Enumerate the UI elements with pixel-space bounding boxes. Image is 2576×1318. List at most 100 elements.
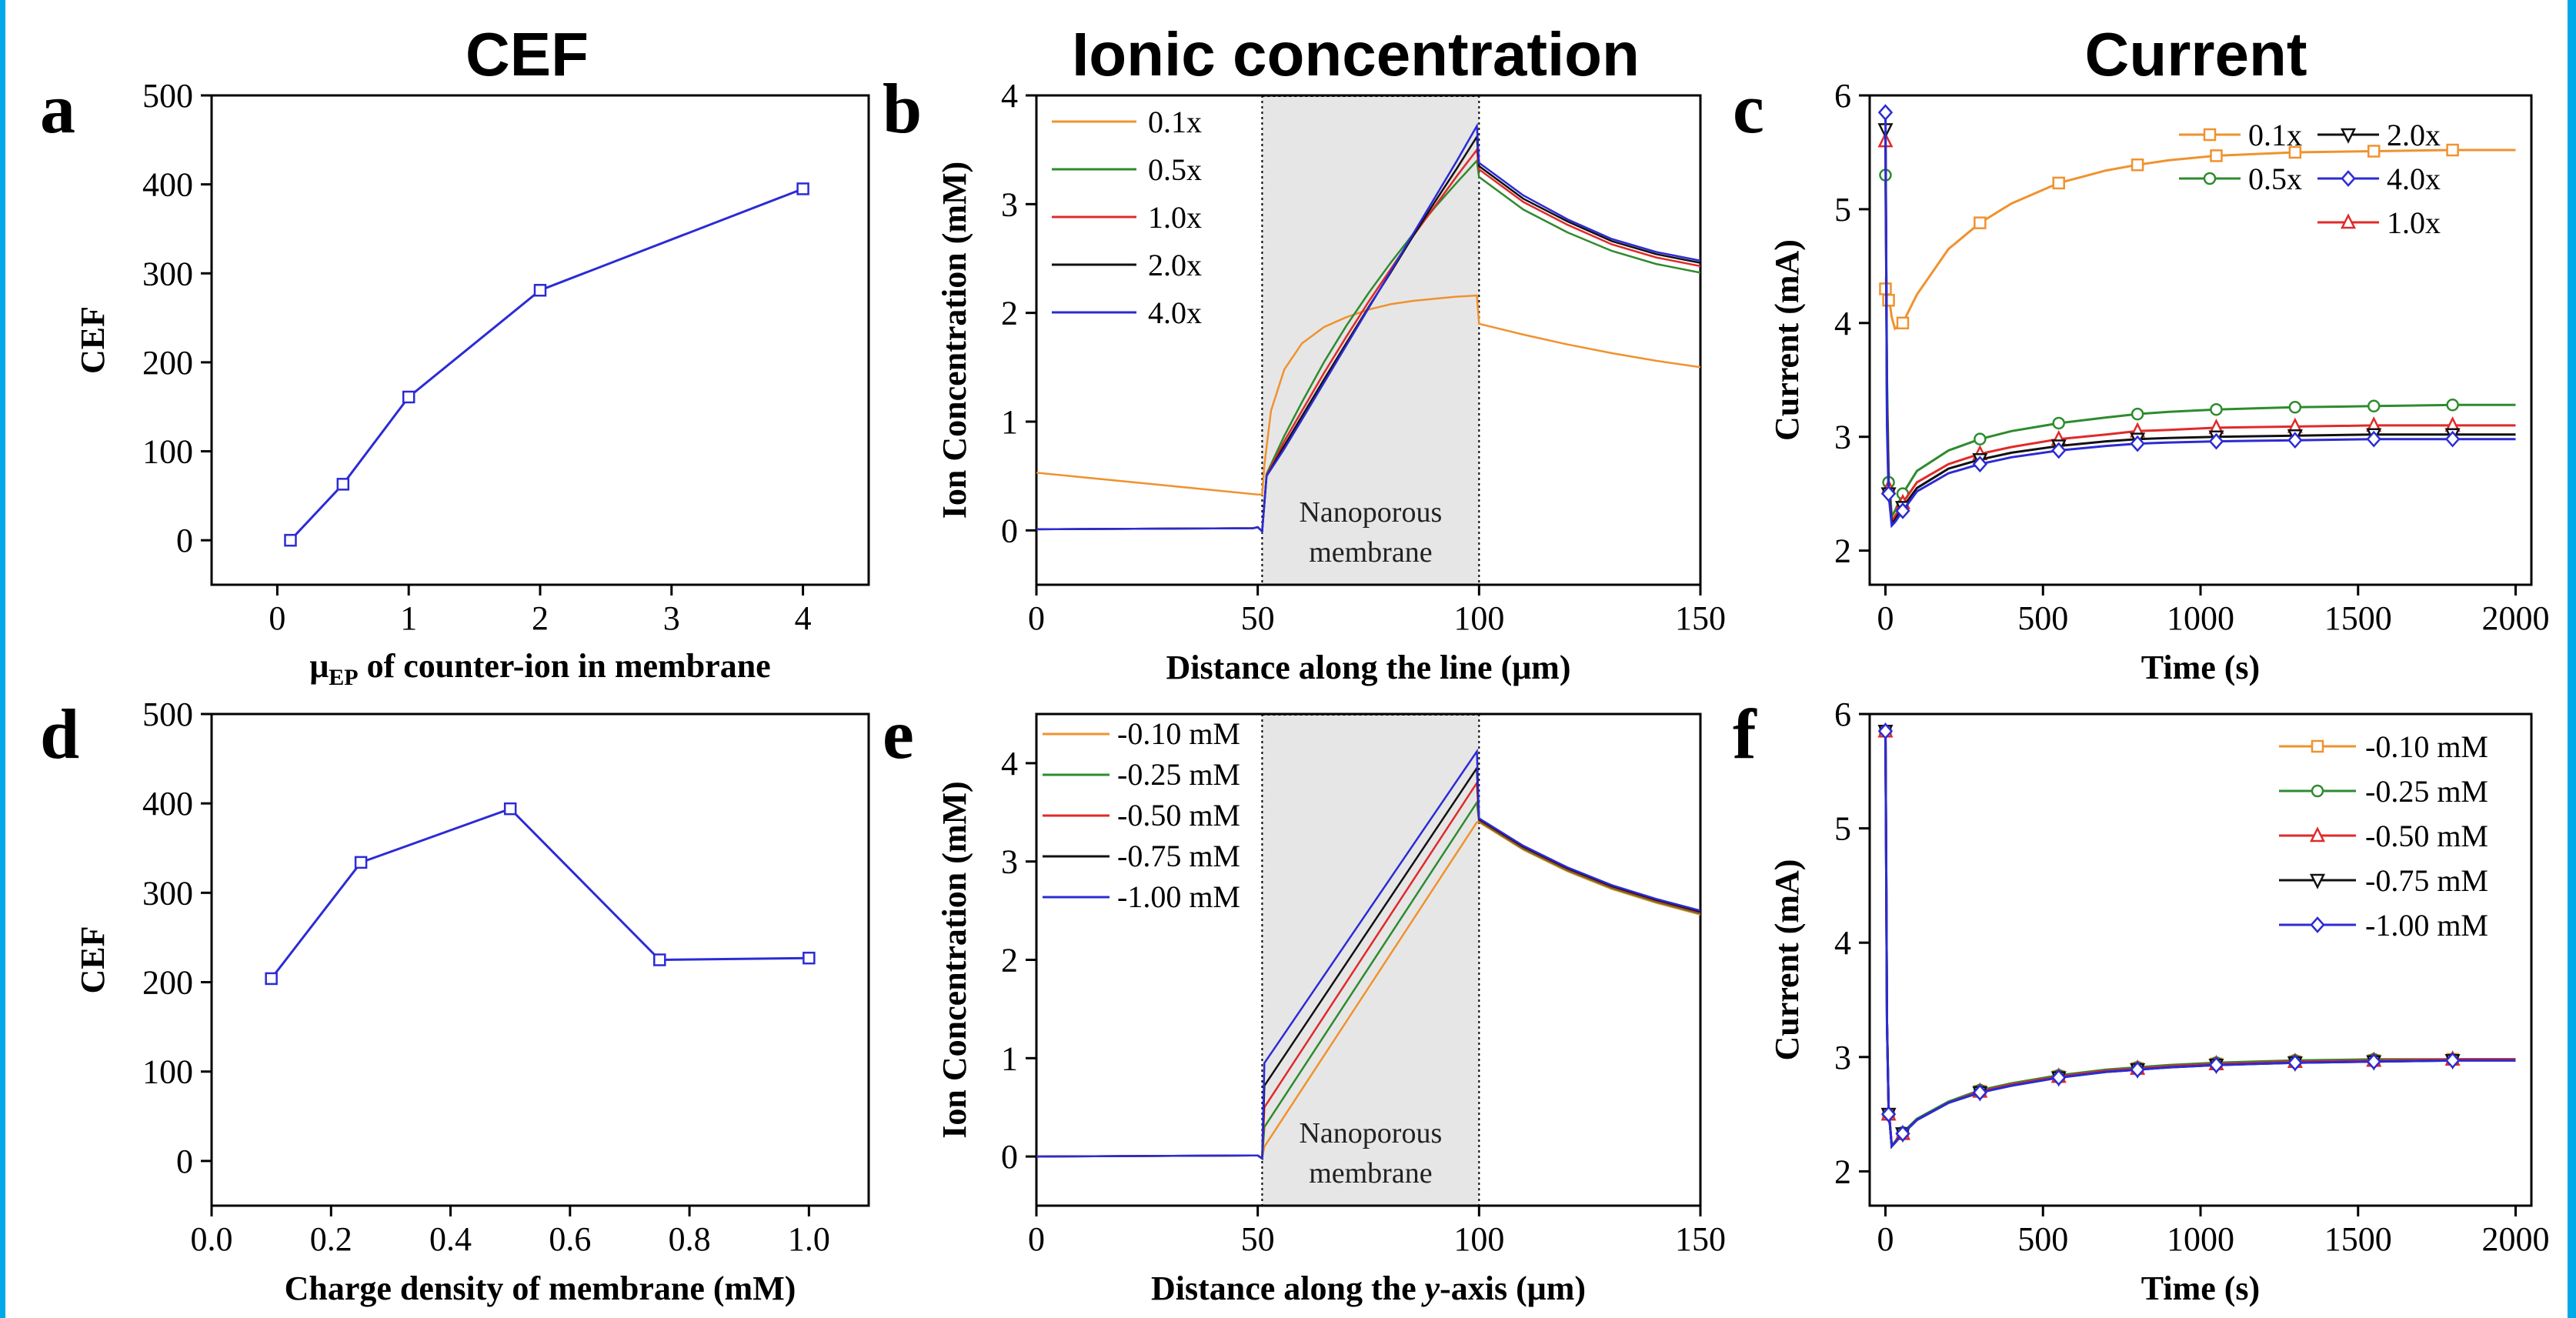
data-layer bbox=[1036, 122, 1700, 534]
data-point-0 bbox=[2367, 145, 2381, 158]
y-axis-label: Ion Concentration (mM) bbox=[936, 781, 973, 1138]
data-point-0 bbox=[796, 182, 809, 195]
x-axis-label: Time (s) bbox=[2141, 1270, 2260, 1307]
y-tick-label: 3 bbox=[1834, 419, 1851, 456]
x-tick-label: 0.4 bbox=[429, 1220, 472, 1258]
legend-label-4: -1.00 mM bbox=[2365, 908, 2488, 943]
x-tick-label: 1500 bbox=[2324, 599, 2392, 637]
panel-letter: e bbox=[883, 695, 914, 773]
x-axis-label-subscript: EP bbox=[329, 665, 358, 690]
data-point-4 bbox=[1895, 502, 1910, 519]
legend: 0.1x 0.5x 1.0x 2.0x 4.0x bbox=[2179, 118, 2441, 240]
y-tick-label: 5 bbox=[1834, 810, 1851, 848]
data-point-1 bbox=[2288, 401, 2302, 414]
data-layer bbox=[265, 802, 816, 986]
chart-panel-d: 0.0 0.2 0.4 0.6 0.8 1.0 0 100 200 300 400 500 Charge… bbox=[40, 695, 870, 1307]
y-tick-label: 3 bbox=[1834, 1039, 1851, 1076]
data-point-1 bbox=[2367, 399, 2381, 413]
legend-label-1: 0.5x bbox=[1148, 152, 1202, 187]
legend-label-0: -0.10 mM bbox=[1117, 716, 1240, 751]
column-title-current: Current bbox=[2085, 20, 2307, 88]
data-point-0 bbox=[2288, 145, 2302, 159]
y-tick-label: 0 bbox=[1001, 512, 1018, 549]
y-axis-label: Current (mA) bbox=[1768, 239, 1806, 441]
data-point-4 bbox=[2208, 432, 2224, 450]
x-tick-label: 0.8 bbox=[669, 1220, 711, 1258]
y-axis-label: CEF bbox=[74, 306, 112, 374]
data-point-4 bbox=[1880, 1106, 1897, 1123]
x-tick-label: 3 bbox=[663, 599, 680, 637]
y-tick-label: 3 bbox=[1001, 843, 1018, 881]
data-point-1 bbox=[1974, 432, 1987, 445]
legend-label-2: -0.50 mM bbox=[2365, 819, 2488, 853]
legend-marker-4 bbox=[2341, 170, 2356, 187]
chart-panel-c: 0 500 1000 1500 2000 2 3 4 5 6 Time (s) Current (mA… bbox=[1733, 69, 2550, 686]
data-point-0 bbox=[354, 856, 368, 869]
y-tick-label: 0 bbox=[1001, 1138, 1018, 1176]
membrane-label-line2: membrane bbox=[1309, 536, 1432, 569]
data-point-4 bbox=[2444, 430, 2461, 448]
data-layer bbox=[284, 182, 809, 547]
x-axis-label-part: -axis (μm) bbox=[1440, 1270, 1586, 1307]
data-point-0 bbox=[2446, 143, 2459, 157]
data-point-0 bbox=[503, 802, 517, 816]
plot-frame bbox=[210, 94, 870, 586]
series-line-0 bbox=[289, 188, 804, 542]
data-point-0 bbox=[1882, 293, 1895, 307]
y-tick-label: 500 bbox=[142, 696, 193, 733]
column-title-cef: CEF bbox=[465, 20, 589, 88]
chart-panel-f: 0 500 1000 1500 2000 2 3 4 5 6 Time (s) Current (mA… bbox=[1733, 695, 2550, 1307]
panel-letter: c bbox=[1733, 69, 1764, 148]
data-point-4 bbox=[2130, 435, 2145, 452]
y-tick-label: 4 bbox=[1834, 305, 1851, 342]
x-tick-label: 4 bbox=[795, 599, 812, 637]
x-tick-label: 2000 bbox=[2482, 599, 2550, 637]
y-tick-label: 1 bbox=[1001, 1039, 1018, 1077]
legend-marker-2 bbox=[2309, 826, 2326, 843]
legend-label-1: -0.25 mM bbox=[1117, 757, 1240, 792]
y-tick-label: 200 bbox=[142, 964, 193, 1002]
y-tick-label: 100 bbox=[142, 433, 193, 471]
panel-letter: a bbox=[40, 69, 75, 148]
data-point-4 bbox=[2444, 1052, 2461, 1069]
figure-svg: CEF Ionic concentration Current 0 1 2 3 4010… bbox=[40, 20, 2550, 1307]
y-axis-label: Current (mA) bbox=[1768, 859, 1806, 1061]
data-point-4 bbox=[2130, 1061, 2145, 1079]
y-tick-label: 0 bbox=[176, 1143, 193, 1180]
data-point-1 bbox=[2446, 399, 2459, 412]
x-tick-label: 150 bbox=[1675, 1220, 1726, 1258]
legend-label-2: 1.0x bbox=[2387, 205, 2441, 240]
x-tick-label: 1000 bbox=[2167, 599, 2234, 637]
legend: 0.1x 0.5x 1.0x 2.0x 4.0x bbox=[1052, 105, 1202, 330]
series-line-4 bbox=[1036, 748, 1700, 1161]
legend-marker-0 bbox=[2311, 739, 2324, 753]
legend-label-2: -0.50 mM bbox=[1117, 798, 1240, 833]
chart-panel-b: Nanoporous membrane 0 50 100 150 0 1 2 3 4 Distance… bbox=[883, 69, 1726, 686]
data-point-4 bbox=[2287, 1054, 2303, 1072]
x-tick-label: 50 bbox=[1241, 1220, 1275, 1258]
y-tick-label: 2 bbox=[1834, 1153, 1851, 1190]
y-tick-label: 5 bbox=[1834, 191, 1851, 229]
legend-label-1: -0.25 mM bbox=[2365, 774, 2488, 809]
y-tick-label: 2 bbox=[1001, 942, 1018, 979]
data-point-0 bbox=[653, 953, 666, 966]
x-tick-label: 500 bbox=[2017, 599, 2068, 637]
legend-label-3: 2.0x bbox=[1148, 248, 1202, 282]
x-tick-label: 0 bbox=[1877, 599, 1894, 637]
x-tick-label: 1500 bbox=[2324, 1220, 2392, 1258]
series-line-0 bbox=[270, 807, 809, 979]
data-layer bbox=[1877, 104, 2516, 529]
legend-marker-1 bbox=[2311, 784, 2324, 798]
data-point-0 bbox=[533, 283, 547, 297]
y-tick-label: 4 bbox=[1001, 745, 1018, 782]
data-point-4 bbox=[2051, 442, 2067, 459]
x-axis-label-part: Distance along the bbox=[1151, 1270, 1425, 1307]
chart-panel-a: 0 1 2 3 4 0 100 200 300 400 500 μEP of counter-ion … bbox=[40, 69, 870, 690]
legend-label-1: 0.5x bbox=[2248, 162, 2302, 196]
legend-marker-3 bbox=[2309, 873, 2326, 889]
x-axis-label: Charge density of membrane (mM) bbox=[285, 1270, 796, 1307]
membrane-label-line1: Nanoporous bbox=[1299, 1117, 1442, 1149]
x-axis-label: μEP of counter-ion in membrane bbox=[309, 647, 770, 690]
x-tick-label: 0 bbox=[1877, 1220, 1894, 1258]
